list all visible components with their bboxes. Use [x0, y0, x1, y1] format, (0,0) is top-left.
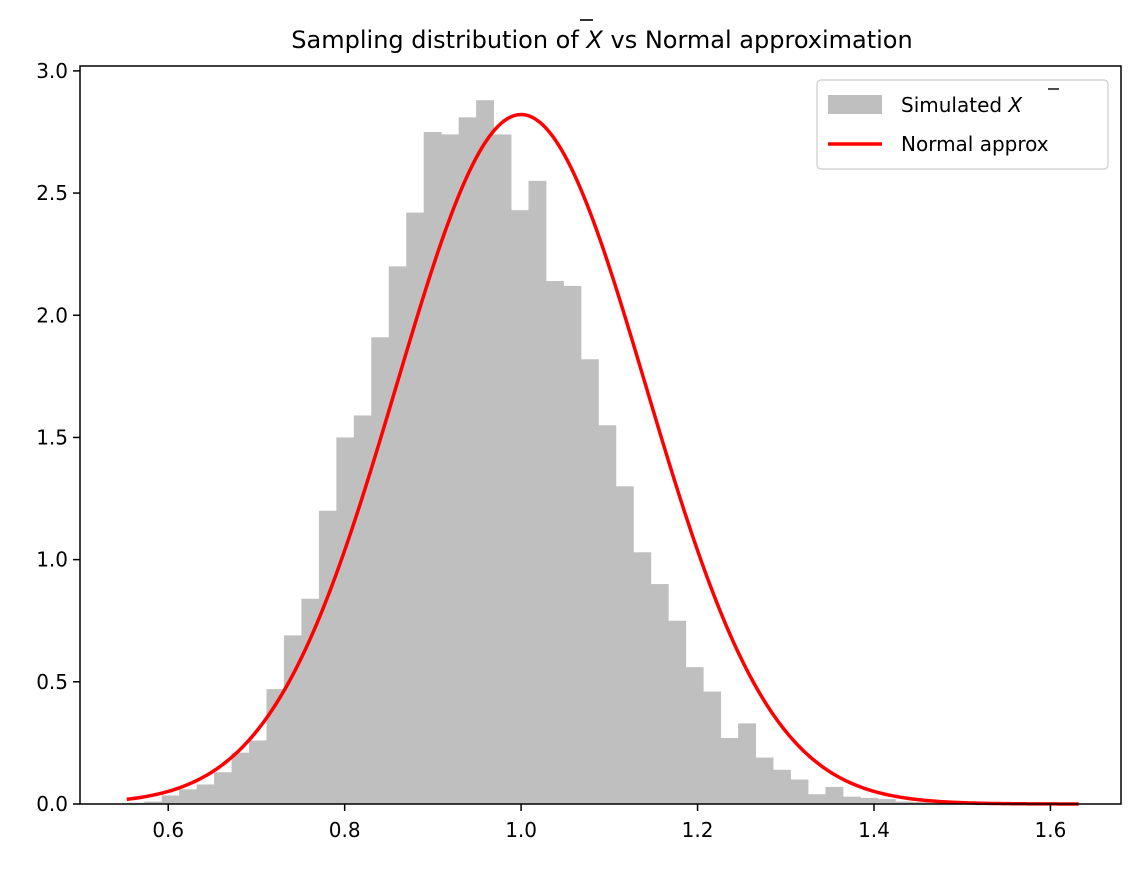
histogram-bar — [650, 584, 669, 804]
histogram-bar — [423, 131, 442, 805]
y-tick-label: 2.0 — [36, 303, 68, 327]
x-tick-label: 1.0 — [505, 818, 537, 842]
histogram-bar — [179, 789, 198, 804]
histogram-bar — [580, 359, 599, 804]
histogram-bar — [738, 723, 756, 804]
axes-frame — [79, 65, 1122, 805]
histogram-bar — [790, 779, 809, 804]
histogram-bar — [685, 667, 704, 804]
histogram-bar — [528, 180, 547, 805]
histogram-bar — [807, 794, 826, 804]
x-axis: 0.6 0.8 1.0 1.2 1.4 1.6 — [152, 804, 1066, 842]
histogram-bar — [877, 799, 896, 804]
histogram-bar — [144, 801, 163, 804]
histogram-bar — [441, 134, 460, 805]
histogram-bar — [336, 437, 355, 804]
histogram-bar — [406, 212, 425, 804]
y-tick-label: 0.5 — [36, 670, 68, 694]
histogram-bar — [231, 752, 250, 804]
y-tick-label: 3.0 — [36, 59, 68, 83]
legend-swatch-histogram — [828, 95, 882, 114]
legend: Simulated X Normal approx — [816, 79, 1109, 170]
histogram-bar — [912, 802, 931, 804]
histogram-bar — [283, 635, 302, 804]
legend-label-histogram-prefix: Simulated — [901, 93, 1008, 117]
histogram-bar — [493, 134, 512, 805]
x-tick-label: 1.6 — [1035, 818, 1067, 842]
histogram-bar — [266, 689, 285, 804]
histogram-bar — [161, 795, 180, 804]
y-tick-label: 1.0 — [36, 548, 68, 572]
histogram-bar — [476, 100, 494, 804]
histogram-bar — [842, 796, 861, 804]
chart-title-prefix: Sampling distribution of — [291, 26, 586, 54]
histogram-bar — [825, 786, 844, 804]
histogram-bar — [545, 281, 564, 804]
legend-label-histogram-symbol: X — [1007, 93, 1023, 117]
histogram-bar — [511, 210, 529, 804]
x-tick-label: 0.6 — [152, 818, 184, 842]
chart-title-suffix: vs Normal approximation — [603, 26, 913, 54]
histogram-bar — [458, 117, 477, 804]
histogram-bar — [249, 740, 267, 804]
histogram-bar — [633, 552, 652, 804]
y-axis: 0.0 0.5 1.0 1.5 2.0 2.5 3.0 — [36, 59, 80, 816]
histogram-bar — [773, 769, 791, 804]
x-tick-label: 0.8 — [329, 818, 361, 842]
chart-title-symbol: X — [584, 26, 603, 54]
x-tick-label: 1.2 — [682, 818, 714, 842]
histogram-bar — [388, 266, 407, 804]
chart-title: Sampling distribution of X vs Normal app… — [291, 26, 912, 54]
histogram-bar — [214, 772, 232, 804]
histogram-bars — [126, 100, 1088, 805]
legend-box — [816, 79, 1109, 170]
histogram-bar — [301, 598, 320, 804]
histogram-bar — [563, 285, 582, 804]
histogram-bar — [720, 738, 739, 804]
x-tick-label: 1.4 — [858, 818, 890, 842]
histogram-bar — [598, 425, 617, 804]
histogram-bar — [196, 784, 215, 804]
histogram-bar — [318, 510, 337, 804]
normal-curve-line — [126, 112, 1079, 806]
y-tick-label: 1.5 — [36, 425, 68, 449]
legend-label-histogram: Simulated X — [901, 93, 1023, 117]
legend-label-curve: Normal approx — [901, 132, 1049, 156]
histogram-bar — [895, 801, 914, 804]
histogram-bar — [371, 337, 390, 804]
histogram-bar — [615, 486, 634, 804]
histogram-bar — [860, 797, 879, 804]
histogram-bar — [755, 757, 774, 804]
y-tick-label: 2.5 — [36, 181, 68, 205]
histogram-bar — [668, 620, 687, 804]
y-tick-label: 0.0 — [36, 792, 68, 816]
histogram-bar — [703, 691, 722, 804]
